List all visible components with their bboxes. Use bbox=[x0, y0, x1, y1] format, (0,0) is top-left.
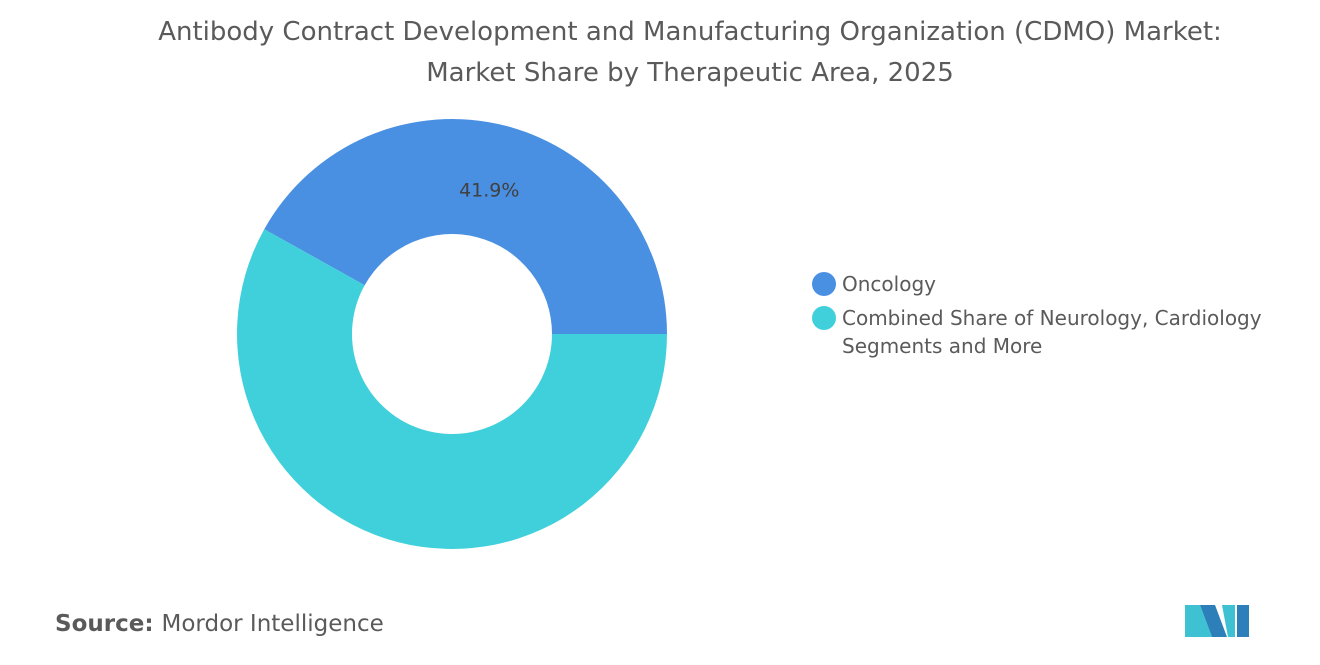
source-label: Source: bbox=[55, 611, 154, 637]
legend-item: Combined Share of Neurology, Cardiology … bbox=[812, 304, 1292, 360]
source: Source: Mordor Intelligence bbox=[55, 611, 384, 637]
legend: Oncology Combined Share of Neurology, Car… bbox=[812, 270, 1292, 366]
legend-marker bbox=[812, 306, 836, 330]
source-text: Mordor Intelligence bbox=[161, 611, 384, 637]
slice bbox=[237, 229, 668, 549]
data-label: 41.9% bbox=[459, 179, 519, 201]
slice bbox=[264, 118, 667, 335]
legend-item: Oncology bbox=[812, 270, 1292, 298]
legend-label: Oncology bbox=[842, 272, 936, 296]
legend-label: Combined Share of Neurology, Cardiology … bbox=[842, 306, 1262, 358]
legend-marker bbox=[812, 272, 836, 296]
chart-title: Antibody Contract Development and Manufa… bbox=[158, 17, 1222, 88]
logo bbox=[1185, 605, 1249, 637]
